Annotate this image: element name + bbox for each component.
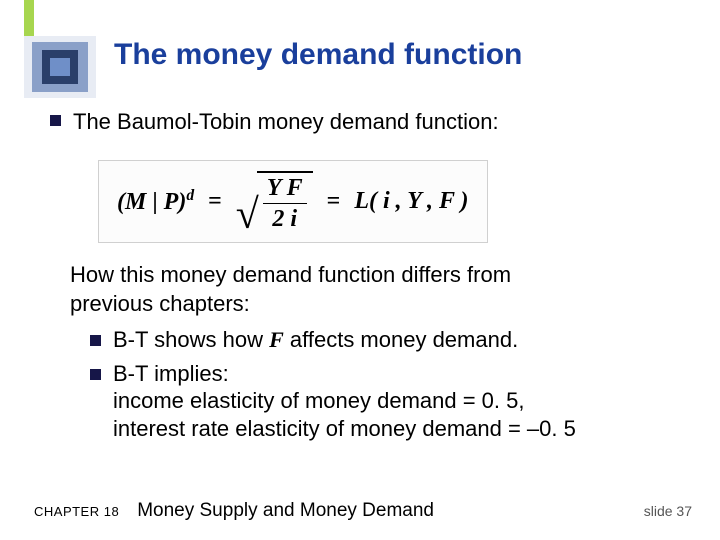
sub-bullet-item: B-T shows how F affects money demand. [90,326,680,354]
footer: CHAPTER 18 Money Supply and Money Demand… [34,500,692,522]
sub-bullet-text: B-T shows how F affects money demand. [113,326,518,354]
square-bullet-icon [50,115,61,126]
footer-left: CHAPTER 18 Money Supply and Money Demand [34,500,434,522]
paren-open: ( [117,189,125,215]
sub-bullet-text: B-T implies: income elasticity of money … [113,360,576,443]
sqrt: √ Y F 2 i [236,171,313,233]
var-p: P [164,189,179,215]
slide: The money demand function The Baumol-Tob… [0,0,720,540]
var-f: F [269,327,284,352]
equals-1: = [208,188,222,215]
square-bullet-icon [90,369,101,380]
sub2-l3: interest rate elasticity of money demand… [113,416,576,441]
formula-lhs: (M | P)d [117,187,194,216]
formula: (M | P)d = √ Y F 2 i = L( i , Y , F ) [117,171,469,233]
var-m: M [125,189,146,215]
sub2-l2: income elasticity of money demand = 0. 5… [113,388,525,413]
slide-number: slide 37 [644,503,692,519]
square-bullet-icon [90,335,101,346]
formula-box: (M | P)d = √ Y F 2 i = L( i , Y , F ) [98,160,488,244]
corner-decor-icon [24,36,96,98]
section-intro-l1: How this money demand function differs f… [70,262,511,287]
numerator: Y F [263,175,307,204]
content-area: The Baumol-Tobin money demand function: … [50,108,680,448]
bullet-text: The Baumol-Tobin money demand function: [73,108,499,136]
sub-bullets: B-T shows how F affects money demand. B-… [90,326,680,442]
fraction: Y F 2 i [257,171,313,233]
sub1-pre: B-T shows how [113,327,269,352]
formula-rhs: L( i , Y , F ) [354,188,468,215]
equals-2: = [327,188,341,215]
sub-bullet-item: B-T implies: income elasticity of money … [90,360,680,443]
sub1-post: affects money demand. [284,327,518,352]
slash: | [146,189,163,215]
page-title: The money demand function [114,38,522,72]
chapter-label: CHAPTER 18 [34,504,119,519]
section-intro-l2: previous chapters: [70,291,250,316]
bullet-item: The Baumol-Tobin money demand function: [50,108,680,136]
denominator: 2 i [272,204,297,232]
radical-icon: √ [236,199,259,233]
sub2-l1: B-T implies: [113,361,229,386]
section-intro: How this money demand function differs f… [70,261,680,318]
chapter-title: Money Supply and Money Demand [137,500,434,522]
sup-d: d [186,187,194,204]
